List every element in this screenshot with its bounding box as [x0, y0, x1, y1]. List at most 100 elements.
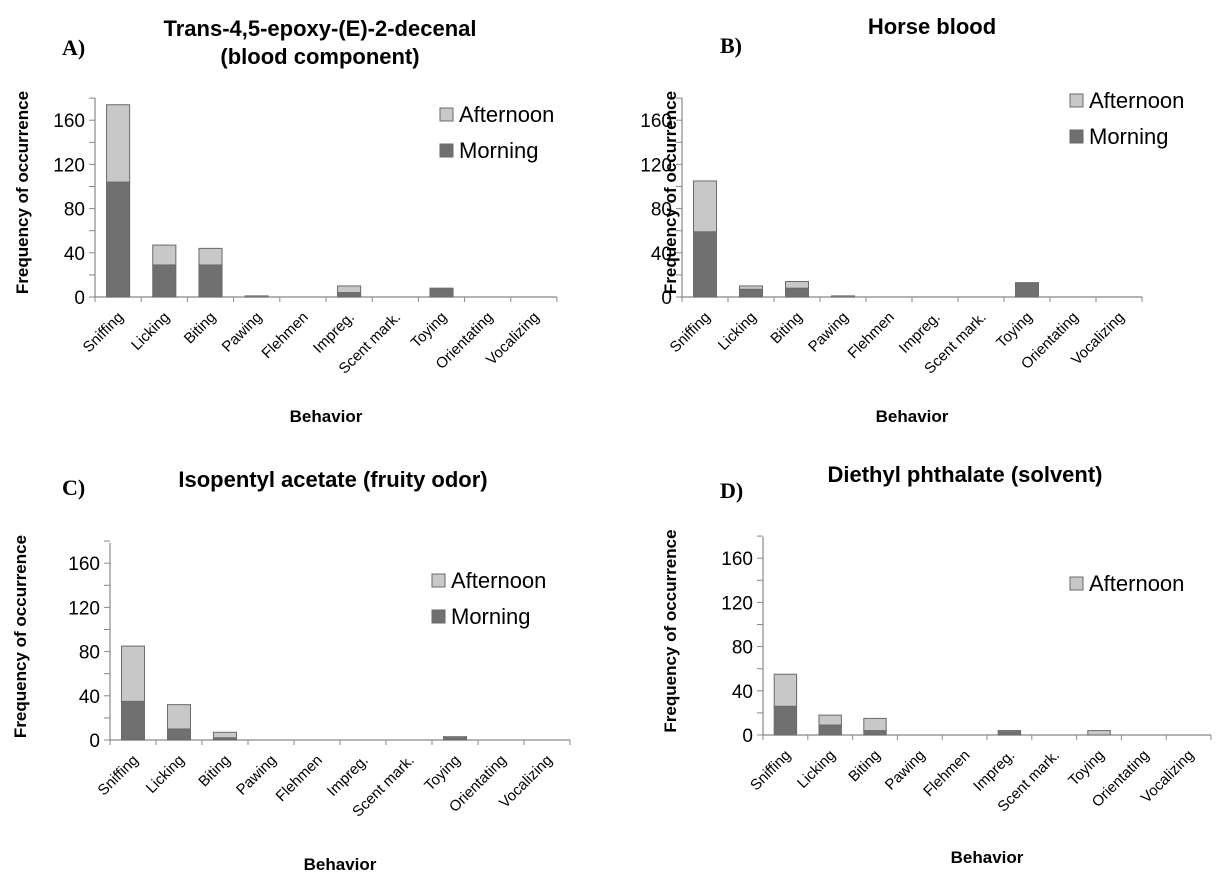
legend-label-morning: Morning [451, 604, 530, 629]
panel-letter: A) [62, 35, 85, 60]
y-tick-label: 80 [64, 200, 85, 221]
chart-title: Isopentyl acetate (fruity odor) [178, 467, 487, 492]
x-tick-label: Biting [195, 752, 234, 791]
y-tick-label: 80 [732, 638, 753, 659]
x-tick-label: Sniffing [747, 747, 794, 794]
y-tick-label: 0 [74, 288, 85, 309]
x-tick-label: Toying [408, 309, 451, 352]
legend-swatch-morning [1069, 129, 1084, 144]
y-tick-label: 80 [651, 200, 672, 221]
y-tick-label: 40 [64, 244, 85, 265]
x-tick-label: Licking [794, 747, 839, 792]
y-tick-label: 160 [640, 111, 672, 132]
y-tick-label: 40 [79, 687, 100, 708]
bar-morning-sniffing [773, 705, 798, 736]
y-axis-label: Frequency of occurrence [661, 91, 680, 294]
bar-morning-licking [739, 288, 763, 298]
y-tick-label: 120 [53, 155, 85, 176]
bar-morning-biting [785, 287, 809, 298]
x-axis-label: Behavior [951, 848, 1024, 867]
y-tick-label: 80 [79, 643, 100, 664]
bar-afternoon-licking [167, 704, 191, 730]
x-tick-label: Biting [845, 747, 884, 786]
x-tick-label: Sniffing [667, 309, 714, 356]
bar-morning-impreg- [337, 292, 362, 298]
y-tick-label: 160 [68, 554, 100, 575]
x-tick-label: Sniffing [95, 752, 142, 799]
x-tick-label: Biting [181, 309, 220, 348]
chart-panel-1: A) Trans-4,5-epoxy-(E)-2-decenal (blood co… [13, 16, 558, 426]
y-tick-label: 120 [640, 155, 672, 176]
y-axis-label: Frequency of occurrence [13, 91, 32, 294]
x-tick-label: Toying [1065, 747, 1108, 790]
bar-morning-biting [198, 264, 223, 298]
bar-morning-licking [152, 264, 177, 298]
bar-afternoon-toying [1087, 730, 1111, 736]
x-axis-label: Behavior [290, 407, 363, 426]
bar-afternoon-pawing [244, 295, 269, 298]
bar-afternoon-biting [785, 281, 809, 289]
x-tick-label: Flehmen [845, 309, 898, 362]
x-tick-label: Toying [421, 752, 464, 795]
bar-morning-licking [818, 724, 842, 736]
x-tick-label: Flehmen [920, 747, 973, 800]
panel-letter: B) [720, 33, 742, 58]
bar-afternoon-licking [739, 285, 763, 290]
legend-label-afternoon: Afternoon [1089, 88, 1184, 113]
x-tick-label: Flehmen [258, 309, 311, 362]
chart-title: (blood component) [220, 44, 419, 69]
bar-afternoon-licking [818, 714, 842, 726]
bar-afternoon-impreg- [997, 730, 1022, 733]
x-tick-label: Sniffing [80, 309, 127, 356]
bar-afternoon-biting [213, 731, 237, 739]
bar-afternoon-sniffing [121, 645, 145, 702]
legend-swatch-afternoon [439, 107, 454, 122]
legend-swatch-afternoon [1069, 93, 1084, 108]
y-axis-label: Frequency of occurrence [661, 529, 680, 732]
y-tick-label: 160 [53, 111, 85, 132]
x-tick-label: Flehmen [273, 752, 326, 805]
x-axis-label: Behavior [876, 407, 949, 426]
legend-label-morning: Morning [1089, 124, 1168, 149]
chart-title: Diethyl phthalate (solvent) [827, 462, 1102, 487]
y-tick-label: 160 [721, 549, 753, 570]
bar-afternoon-sniffing [693, 180, 717, 233]
bar-morning-toying [429, 287, 454, 298]
legend-swatch-afternoon [1069, 576, 1084, 591]
bar-morning-toying [1015, 282, 1039, 298]
legend-swatch-morning [439, 143, 454, 158]
y-tick-label: 120 [68, 598, 100, 619]
bar-afternoon-toying [443, 736, 467, 739]
bar-morning-sniffing [106, 181, 131, 298]
legend-label-afternoon: Afternoon [1089, 571, 1184, 596]
panel-letter: C) [62, 475, 85, 500]
y-tick-label: 0 [89, 731, 100, 752]
y-tick-label: 40 [732, 682, 753, 703]
bar-afternoon-biting [198, 247, 223, 266]
x-tick-label: Licking [715, 309, 760, 354]
chart-panel-4: D) Diethyl phthalate (solvent) 0 40 80 120 160… [661, 462, 1212, 867]
y-tick-label: 40 [651, 244, 672, 265]
bar-afternoon-pawing [831, 295, 855, 298]
bar-morning-licking [167, 728, 191, 741]
bar-afternoon-licking [152, 244, 177, 266]
legend-label-afternoon: Afternoon [451, 568, 546, 593]
y-axis-label: Frequency of occurrence [11, 535, 30, 738]
bar-morning-sniffing [693, 231, 717, 298]
x-tick-label: Pawing [219, 309, 266, 356]
x-axis-label: Behavior [304, 855, 377, 874]
bar-afternoon-impreg- [337, 285, 362, 294]
chart-title: Trans-4,5-epoxy-(E)-2-decenal [164, 16, 477, 41]
bar-morning-biting [863, 730, 887, 736]
x-tick-label: Toying [993, 309, 1036, 352]
chart-panel-3: C) Isopentyl acetate (fruity odor) 0 40 80 12… [11, 467, 571, 874]
legend-label-afternoon: Afternoon [459, 102, 554, 127]
bar-afternoon-sniffing [106, 104, 131, 183]
bar-afternoon-sniffing [773, 673, 798, 707]
chart-title: Horse blood [868, 14, 996, 39]
panel-letter: D) [720, 478, 743, 503]
legend-label-morning: Morning [459, 138, 538, 163]
